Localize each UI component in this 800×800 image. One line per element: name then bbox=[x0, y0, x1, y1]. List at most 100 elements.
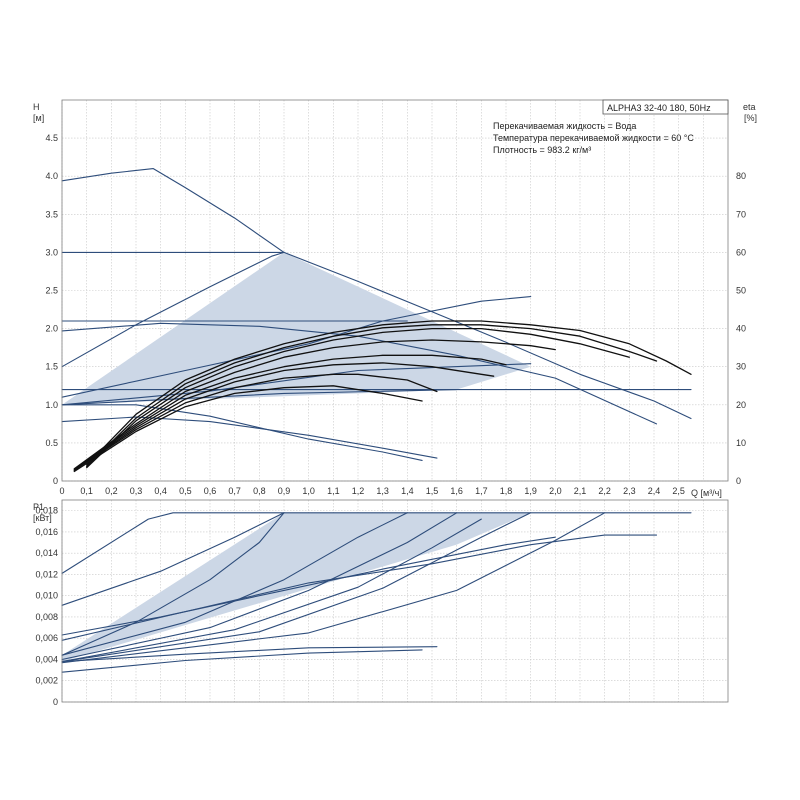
power-curve bbox=[61, 512, 458, 661]
x-tick-label: 1,4 bbox=[401, 486, 414, 496]
eta-tick-label: 70 bbox=[736, 209, 746, 219]
y-tick-label: 4.0 bbox=[45, 171, 58, 181]
power-curve bbox=[61, 534, 658, 641]
y-tick-label: 0,002 bbox=[35, 676, 58, 686]
power-curve bbox=[61, 536, 556, 636]
y-tick-label: 4.5 bbox=[45, 133, 58, 143]
y-tick-label: 3.5 bbox=[45, 209, 58, 219]
efficiency-curve bbox=[73, 385, 423, 473]
y-tick-label: 0,014 bbox=[35, 548, 58, 558]
y-tick-label: 0,010 bbox=[35, 591, 58, 601]
efficiency-curve bbox=[73, 373, 438, 471]
info-temperature: Температура перекачиваемой жидкости = 60… bbox=[493, 133, 694, 143]
y-tick-label: 0,006 bbox=[35, 633, 58, 643]
power-curve bbox=[61, 512, 285, 606]
y-tick-label: 2.0 bbox=[45, 324, 58, 334]
power-curve bbox=[61, 512, 606, 664]
plot-frame bbox=[61, 499, 729, 703]
operating-area bbox=[62, 252, 531, 405]
info-fluid: Перекачиваемая жидкость = Вода bbox=[493, 121, 636, 131]
x-tick-label: 2,0 bbox=[549, 486, 562, 496]
head-curve bbox=[61, 168, 692, 420]
power-axis-label: P1 bbox=[33, 502, 44, 512]
x-tick-label: 0 bbox=[59, 486, 64, 496]
x-tick-label: 2,1 bbox=[574, 486, 587, 496]
y-tick-label: 0.5 bbox=[45, 438, 58, 448]
x-tick-label: 0,9 bbox=[278, 486, 291, 496]
x-tick-label: 2,5 bbox=[672, 486, 685, 496]
eta-tick-label: 80 bbox=[736, 171, 746, 181]
head-curve bbox=[61, 416, 438, 459]
y-tick-label: 0,016 bbox=[35, 527, 58, 537]
efficiency-curve bbox=[86, 324, 658, 468]
x-tick-label: 1,3 bbox=[376, 486, 389, 496]
y-tick-label: 3.0 bbox=[45, 247, 58, 257]
power-curve bbox=[61, 512, 285, 656]
info-density: Плотность = 983.2 кг/м³ bbox=[493, 145, 591, 155]
head-curve bbox=[61, 389, 458, 406]
y-tick-label: 2.5 bbox=[45, 286, 58, 296]
head-curve bbox=[61, 363, 532, 406]
power-curve bbox=[61, 512, 408, 656]
eta-tick-label: 50 bbox=[736, 286, 746, 296]
head-axis-unit: [м] bbox=[33, 113, 44, 123]
x-tick-label: 1,6 bbox=[450, 486, 463, 496]
eta-tick-label: 10 bbox=[736, 438, 746, 448]
head-axis-label: H bbox=[33, 102, 40, 112]
eta-tick-label: 40 bbox=[736, 324, 746, 334]
power-axis-unit: [кВт] bbox=[33, 513, 52, 523]
power-curve bbox=[61, 649, 423, 673]
power-curve bbox=[61, 518, 482, 663]
x-tick-label: 2,3 bbox=[623, 486, 636, 496]
x-tick-label: 1,5 bbox=[426, 486, 439, 496]
model-label: ALPHA3 32-40 180, 50Hz bbox=[607, 103, 711, 113]
y-tick-label: 0,004 bbox=[35, 654, 58, 664]
x-tick-label: 1,0 bbox=[302, 486, 315, 496]
eta-axis-unit: [%] bbox=[744, 113, 757, 123]
efficiency-curve bbox=[86, 327, 630, 469]
y-tick-label: 0,012 bbox=[35, 569, 58, 579]
x-tick-label: 0,1 bbox=[80, 486, 93, 496]
y-tick-label: 1.0 bbox=[45, 400, 58, 410]
eta-tick-label: 30 bbox=[736, 362, 746, 372]
flow-axis-label: Q [м³/ч] bbox=[691, 488, 722, 498]
head-curve bbox=[61, 251, 285, 368]
eta-tick-label: 60 bbox=[736, 247, 746, 257]
x-tick-label: 1,7 bbox=[475, 486, 488, 496]
x-tick-label: 2,2 bbox=[598, 486, 611, 496]
x-tick-label: 1,9 bbox=[524, 486, 537, 496]
power-curve bbox=[61, 512, 692, 574]
plot-frame bbox=[61, 99, 729, 482]
x-tick-label: 0,7 bbox=[228, 486, 241, 496]
y-tick-label: 0 bbox=[53, 697, 58, 707]
x-tick-label: 1,1 bbox=[327, 486, 340, 496]
eta-axis-label: eta bbox=[743, 102, 756, 112]
x-tick-label: 0,8 bbox=[253, 486, 266, 496]
efficiency-curve bbox=[73, 362, 495, 471]
head-curve bbox=[61, 404, 423, 461]
power-curve bbox=[61, 512, 532, 663]
eta-tick-label: 20 bbox=[736, 400, 746, 410]
x-tick-label: 2,4 bbox=[648, 486, 661, 496]
x-tick-label: 0,6 bbox=[204, 486, 217, 496]
efficiency-curve bbox=[86, 320, 692, 466]
x-tick-label: 0,4 bbox=[154, 486, 167, 496]
efficiency-curve bbox=[73, 354, 507, 471]
efficiency-curve bbox=[73, 339, 556, 470]
y-tick-label: 0,018 bbox=[35, 506, 58, 516]
y-tick-label: 1.5 bbox=[45, 362, 58, 372]
power-curve bbox=[61, 646, 438, 663]
y-tick-label: 0,008 bbox=[35, 612, 58, 622]
head-curve-panel: 0 0.5 1.0 1.5 2.0 2.5 3.0 3.5 4.0 4.5 0 10 20 30 40 50 6… bbox=[45, 99, 746, 496]
y-tick-label: 0 bbox=[53, 476, 58, 486]
x-tick-label: 1,8 bbox=[500, 486, 513, 496]
x-tick-label: 0,3 bbox=[130, 486, 143, 496]
x-tick-label: 0,2 bbox=[105, 486, 118, 496]
model-box bbox=[602, 99, 729, 115]
head-curve bbox=[61, 296, 532, 398]
eta-tick-label: 0 bbox=[736, 476, 741, 486]
x-tick-label: 1,2 bbox=[352, 486, 365, 496]
power-curve-panel: 0 0,002 0,004 0,006 0,008 0,010 0,012 0,014 0,01… bbox=[35, 499, 729, 707]
x-tick-label: 0,5 bbox=[179, 486, 192, 496]
